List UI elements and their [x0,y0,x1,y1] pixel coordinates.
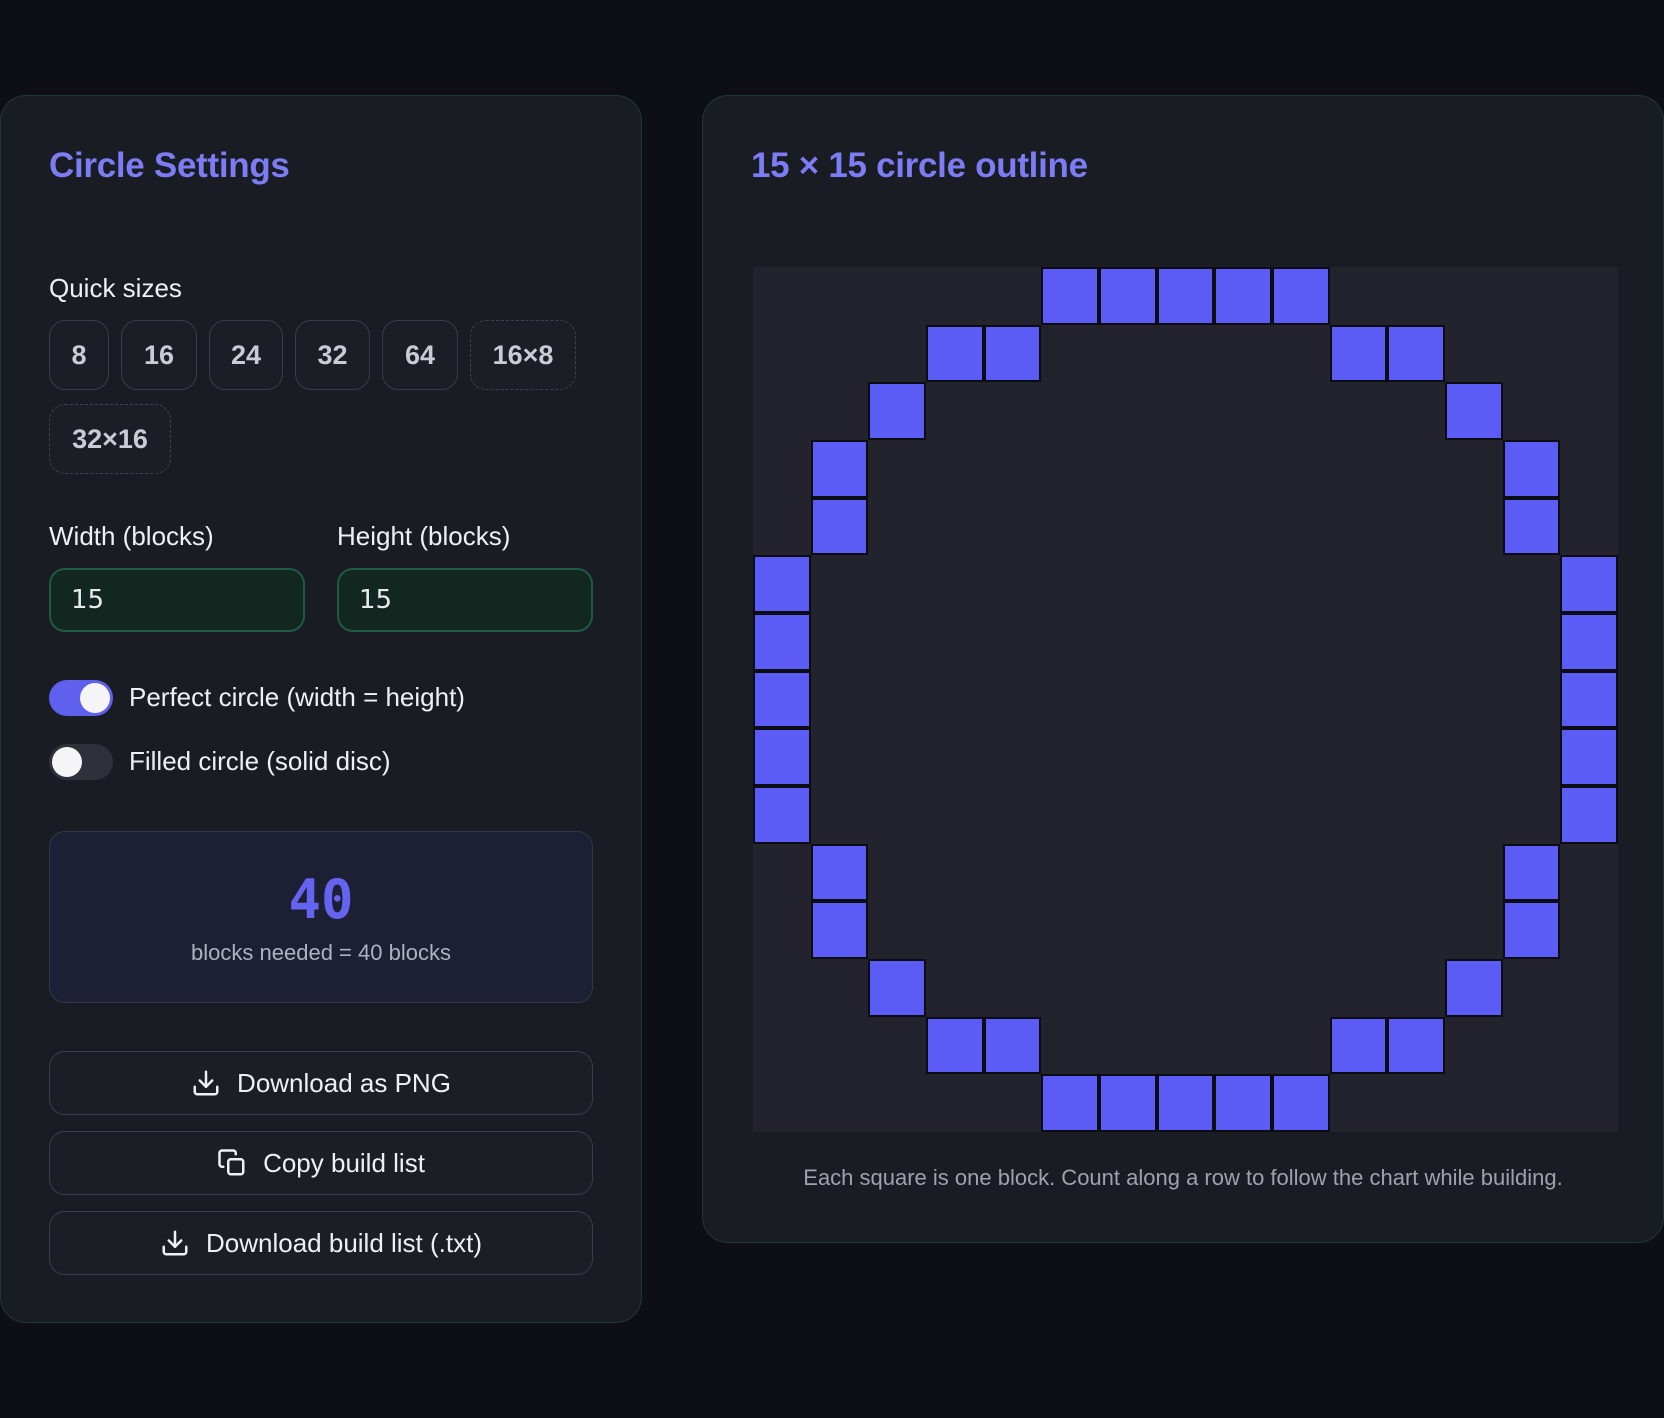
block-cell [753,670,811,729]
quick-size-16x8-button[interactable]: 16×8 [470,320,576,390]
grid-caption: Each square is one block. Count along a … [803,1165,1563,1190]
block-cell [1502,497,1561,556]
block-cell [753,728,811,786]
download-png-button[interactable]: Download as PNG [49,1051,593,1115]
block-cell [1099,267,1157,325]
block-cell [1502,843,1561,902]
block-cell [868,382,926,440]
width-label: Width (blocks) [49,521,214,551]
block-cell [1560,728,1618,786]
block-cell [1272,267,1330,325]
filled-circle-label: Filled circle (solid disc) [129,746,391,776]
block-cell [1329,324,1388,383]
width-input[interactable] [49,568,305,632]
block-cell [1502,440,1561,498]
block-cell [810,901,869,959]
block-cell [753,555,811,613]
download-build-list-button[interactable]: Download build list (.txt) [49,1211,593,1275]
quick-sizes-label: Quick sizes [49,273,182,303]
block-cell [1387,324,1445,383]
block-cell [983,1016,1042,1075]
block-cell [810,497,869,556]
block-cell [1099,1074,1157,1132]
circle-grid [753,267,1618,1132]
block-cell [868,959,926,1017]
block-cell [1214,267,1272,325]
block-cell [810,843,869,902]
block-cell [1445,382,1503,440]
block-cell [1156,267,1215,325]
copy-build-list-label: Copy build list [263,1147,425,1178]
block-count-value: 40 [288,868,354,931]
perfect-circle-label: Perfect circle (width = height) [129,682,465,712]
preview-panel: 15 × 15 circle outline Each square is on… [702,95,1664,1243]
block-cell [926,1016,984,1075]
settings-title: Circle Settings [49,146,290,185]
toggle-knob [52,747,82,777]
copy-icon [217,1148,247,1178]
block-cell [983,324,1042,383]
block-cell [1041,1074,1099,1132]
block-cell [1329,1016,1388,1075]
block-cell [1560,786,1618,844]
block-cell [1560,670,1618,729]
copy-build-list-button[interactable]: Copy build list [49,1131,593,1195]
download-build-list-label: Download build list (.txt) [206,1227,482,1258]
quick-size-16-button[interactable]: 16 [121,320,197,390]
download-png-label: Download as PNG [237,1067,451,1098]
preview-title: 15 × 15 circle outline [751,146,1088,185]
toggle-knob [80,683,110,713]
block-cell [1214,1074,1272,1132]
block-cell [1272,1074,1330,1132]
block-count-card: 40 blocks needed = 40 blocks [49,831,593,1003]
download-icon [191,1068,221,1098]
block-cell [753,613,811,671]
block-cell [1560,613,1618,671]
height-label: Height (blocks) [337,521,511,551]
filled-circle-toggle[interactable] [49,744,113,780]
block-cell [1445,959,1503,1017]
settings-panel: Circle Settings Quick sizes 8 16 24 32 6… [0,95,642,1323]
block-cell [1560,555,1618,613]
quick-size-8-button[interactable]: 8 [49,320,109,390]
block-cell [753,786,811,844]
block-cell [1387,1016,1445,1075]
block-cell [926,324,984,383]
quick-size-24-button[interactable]: 24 [209,320,283,390]
block-cell [1502,901,1561,959]
quick-size-64-button[interactable]: 64 [382,320,458,390]
block-cell [1156,1074,1215,1132]
block-cell [1041,267,1099,325]
perfect-circle-toggle[interactable] [49,680,113,716]
quick-size-32-button[interactable]: 32 [295,320,370,390]
download-icon [160,1228,190,1258]
block-count-caption: blocks needed = 40 blocks [191,940,451,965]
height-input[interactable] [337,568,593,632]
quick-size-32x16-button[interactable]: 32×16 [49,404,171,474]
block-cell [810,440,869,498]
